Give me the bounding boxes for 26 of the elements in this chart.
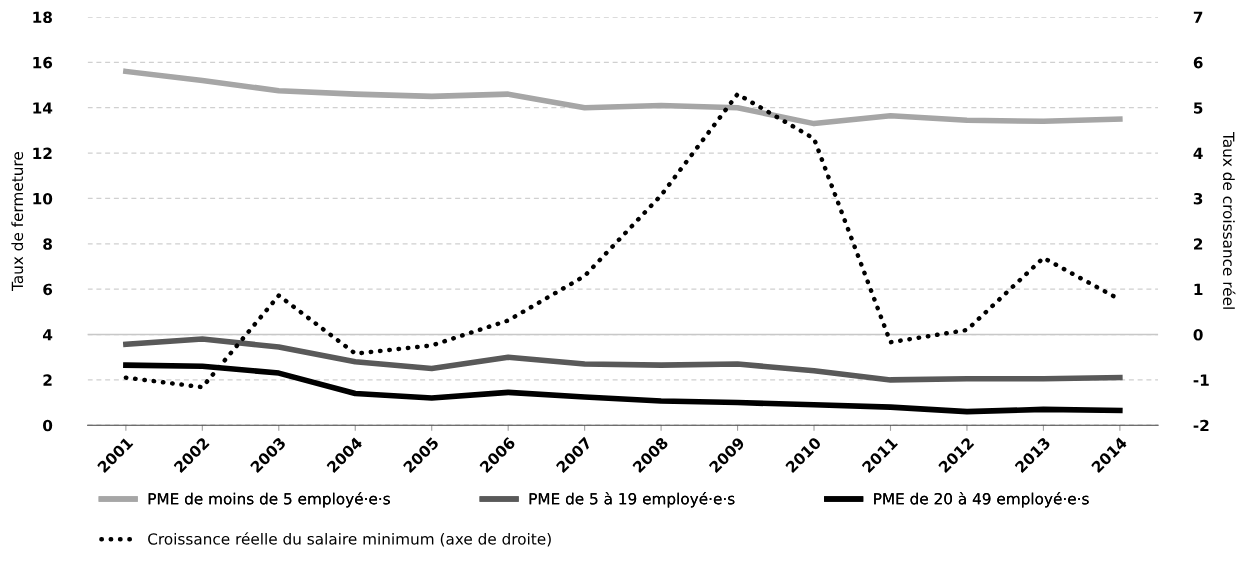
y2-tick-label: 0 (1193, 329, 1203, 341)
y-tick-label: 2 (43, 374, 52, 386)
y2-tick-label: -2 (1193, 419, 1209, 432)
y-tick-label: 6 (43, 283, 53, 296)
y2-tick-label: 6 (1193, 56, 1203, 69)
y-tick-label: 14 (33, 102, 53, 114)
legend-label: PME de 20 à 49 employé·e·s (874, 492, 1089, 508)
y-tick-label: 18 (33, 11, 52, 24)
y-tick-label: 12 (33, 147, 52, 159)
y2-tick-label: 7 (1193, 11, 1203, 23)
y-tick-label: 8 (43, 238, 52, 250)
legend-label: Croissance réelle du salaire minimum (axe de droite) (148, 532, 551, 547)
y2-tick-label: 5 (1194, 102, 1203, 114)
y2-tick-label: 4 (1193, 147, 1203, 159)
y-tick-label: 4 (42, 329, 53, 341)
y2-axis-title: Taux de croissance réel (1222, 131, 1236, 309)
legend-label: PME de moins de 5 employé·e·s (148, 492, 390, 508)
y2-tick-label: 2 (1194, 238, 1203, 250)
y-tick-label: 0 (43, 419, 53, 432)
y2-tick-label: 3 (1193, 192, 1203, 205)
y2-tick-label: 1 (1194, 283, 1203, 295)
y2-tick-label: -1 (1193, 374, 1209, 386)
y-tick-label: 16 (33, 56, 53, 69)
y-tick-label: 10 (33, 192, 53, 205)
legend-label: PME de 5 à 19 employé·e·s (529, 492, 735, 508)
y-axis-title: Taux de fermeture (11, 152, 24, 292)
